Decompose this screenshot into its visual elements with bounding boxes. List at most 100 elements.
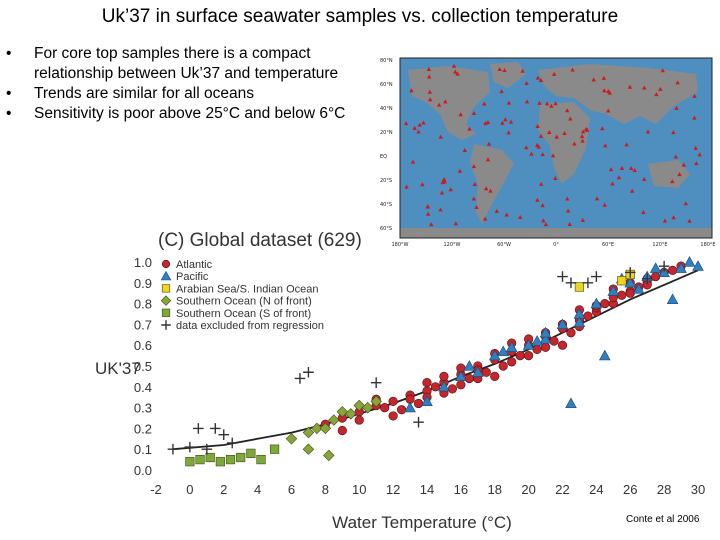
sample-site-marker [425, 204, 430, 209]
y-tick-label: 0.5 [134, 359, 152, 374]
data-point [658, 266, 670, 277]
x-tick-label: 26 [623, 482, 637, 497]
sample-site-marker [540, 152, 545, 157]
data-point [336, 406, 349, 418]
sample-site-marker [692, 115, 697, 120]
north-america [408, 66, 490, 140]
sample-site-marker [547, 129, 552, 134]
sample-site-marker [580, 138, 585, 143]
bullet-dot: • [6, 105, 12, 122]
europe-asia [538, 64, 698, 124]
y-tick-label: 0.6 [134, 338, 152, 353]
sample-site-marker [448, 187, 453, 192]
sample-site-marker [453, 221, 458, 226]
sample-site-marker [551, 71, 557, 76]
sample-site-marker [642, 85, 647, 90]
data-point [396, 405, 407, 415]
data-point [488, 349, 501, 361]
sample-site-marker [629, 166, 634, 171]
data-point [345, 408, 357, 420]
sample-site-marker [602, 88, 607, 93]
sample-site-marker [508, 119, 514, 124]
x-tick-label: -2 [150, 482, 162, 497]
sample-site-marker [610, 181, 615, 186]
legend-marker [161, 284, 171, 293]
australia [648, 160, 690, 188]
sample-site-marker [524, 145, 529, 150]
sample-site-marker [483, 121, 488, 126]
data-point [463, 360, 476, 371]
sample-site-marker [642, 176, 647, 181]
sample-site-marker [579, 134, 585, 139]
data-point [388, 411, 398, 421]
lon-label: 60°W [497, 242, 511, 248]
data-point [557, 340, 568, 350]
y-tick-label: 1.0 [134, 255, 152, 270]
lon-label: 180°W [392, 242, 409, 248]
sample-site-marker [404, 184, 409, 189]
data-point [205, 452, 215, 463]
sample-site-marker [580, 129, 586, 134]
sample-site-marker [654, 92, 659, 97]
lon-labels: 180°W 120°W 60°W 0° 60°E 120°E 180°E [392, 242, 716, 248]
sample-site-marker [607, 90, 612, 95]
lat-label: 40°S [380, 202, 392, 208]
sample-site-marker [645, 129, 651, 134]
data-point [354, 415, 364, 425]
x-tick-label: 12 [386, 482, 400, 497]
sample-site-marker [482, 216, 488, 221]
data-point [649, 262, 662, 273]
data-point [215, 457, 225, 467]
y-tick-label: 0.9 [134, 276, 152, 291]
sample-site-marker [471, 110, 477, 115]
sample-site-marker [624, 142, 629, 147]
data-point [422, 378, 432, 388]
sample-site-marker [616, 175, 622, 180]
data-point [641, 273, 653, 284]
lat-label: 20°N [380, 130, 393, 136]
data-point [531, 335, 543, 346]
data-point [361, 401, 374, 414]
data-point [565, 397, 577, 409]
sample-site-marker [565, 208, 571, 213]
x-tick-label: 4 [254, 482, 261, 497]
sample-site-marker [457, 168, 463, 173]
sample-site-marker [518, 214, 523, 219]
data-point [225, 455, 236, 465]
sample-site-marker [538, 133, 544, 138]
chart-axes: -2 0 2 4 6 8 10 12 14 16 18 20 22 24 26 28 300.00.10.20.… [134, 255, 705, 497]
data-point [574, 282, 585, 292]
data-point [557, 271, 568, 282]
data-point [617, 276, 627, 286]
data-point [438, 380, 450, 392]
y-tick-label: 0.7 [134, 317, 152, 332]
sample-site-marker [412, 125, 417, 130]
data-point [303, 366, 314, 378]
legend-marker [161, 259, 171, 269]
data-point [380, 403, 390, 413]
scatter-chart: (C) Global dataset (629) -2 0 2 4 6 8 10 12 14 16… [95, 230, 705, 532]
data-point [472, 366, 484, 377]
data-point [439, 371, 449, 381]
legend-marker [160, 270, 172, 281]
data-point [430, 382, 441, 392]
data-point [524, 351, 534, 361]
data-point [311, 422, 323, 435]
data-point [565, 277, 577, 289]
sample-site-marker [606, 108, 611, 113]
x-tick-label: 2 [220, 482, 227, 497]
sample-site-marker [494, 208, 500, 213]
bullet-text: For core top samples there is a compact … [34, 45, 339, 82]
lat-label: 80°N [380, 58, 393, 64]
sample-site-marker [692, 93, 697, 98]
x-tick-label: 16 [454, 482, 468, 497]
sample-site-marker [594, 196, 600, 201]
data-point [323, 449, 335, 462]
sample-site-marker [427, 97, 433, 102]
data-point [582, 277, 594, 289]
x-tick-label: 18 [488, 482, 502, 497]
sample-site-marker [671, 215, 676, 220]
antarctica [400, 228, 712, 238]
y-tick-label: 0.2 [134, 421, 152, 436]
